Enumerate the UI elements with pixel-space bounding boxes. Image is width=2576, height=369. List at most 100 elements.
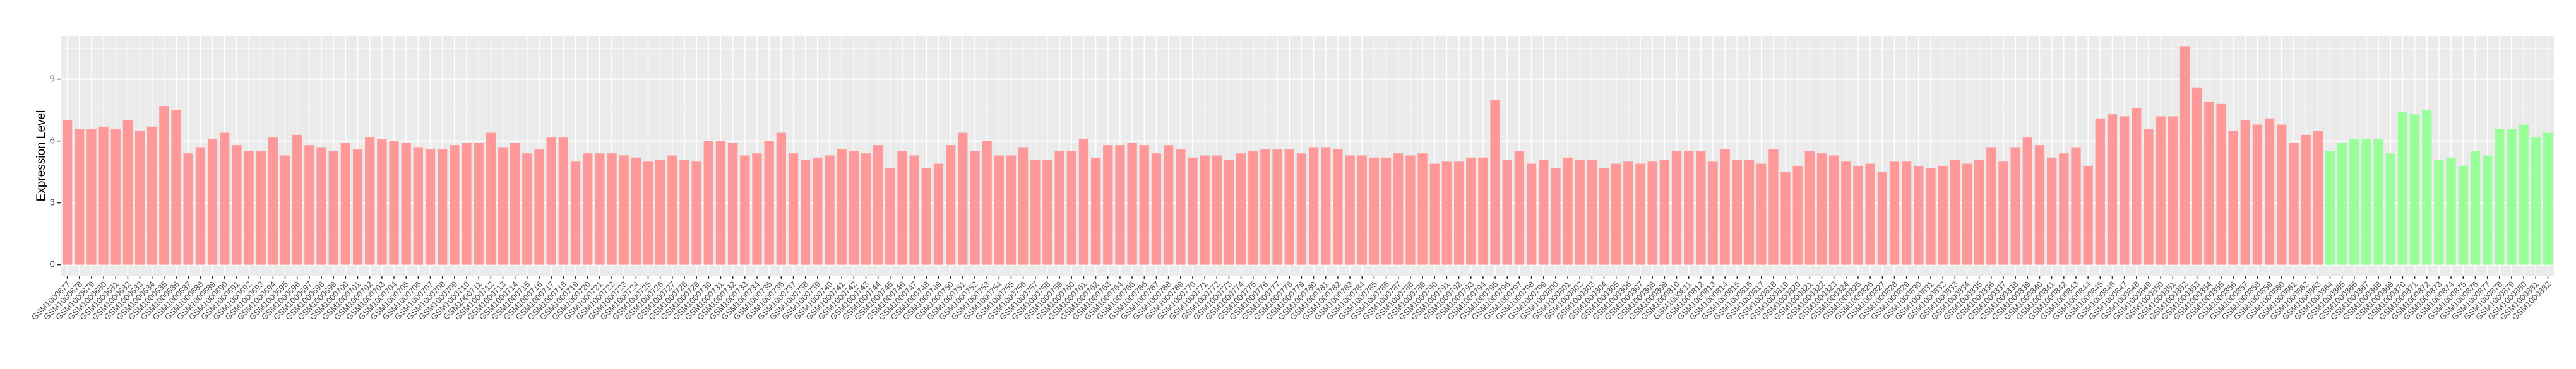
- bar: [1902, 161, 1912, 265]
- bar: [1200, 155, 1210, 265]
- bar: [2034, 145, 2045, 265]
- bar: [1333, 149, 1343, 265]
- bar: [2252, 124, 2263, 265]
- bar: [740, 155, 750, 265]
- bar: [2119, 116, 2130, 265]
- bar: [1453, 161, 1464, 265]
- bar: [1635, 163, 1645, 265]
- bar: [2022, 137, 2032, 265]
- bar: [2361, 139, 2371, 265]
- bar: [667, 155, 677, 265]
- bar: [1659, 160, 1670, 265]
- bar: [86, 129, 97, 265]
- bar: [655, 160, 665, 265]
- bar: [1938, 165, 1948, 265]
- bar: [1030, 160, 1041, 265]
- bar: [933, 163, 944, 265]
- bar: [1260, 149, 1270, 265]
- bar: [268, 137, 278, 265]
- bar: [438, 149, 448, 265]
- bar: [207, 139, 218, 265]
- bar: [1090, 157, 1101, 265]
- bar: [837, 149, 847, 265]
- bar: [2095, 118, 2105, 265]
- bar: [183, 153, 193, 265]
- bar: [994, 155, 1004, 265]
- bar: [1623, 161, 1633, 265]
- bar: [534, 149, 544, 265]
- bar: [1417, 153, 1428, 265]
- bar: [1986, 147, 1996, 265]
- bar: [1054, 151, 1064, 265]
- bar: [474, 143, 484, 265]
- bar: [401, 143, 411, 265]
- bar: [570, 161, 581, 265]
- bar: [1163, 145, 1174, 265]
- bar: [825, 155, 835, 265]
- bar: [244, 151, 254, 265]
- bar: [1575, 160, 1585, 265]
- bar: [982, 141, 992, 265]
- bar: [1551, 168, 1561, 265]
- bar: [1514, 151, 1525, 265]
- bar: [1563, 157, 1573, 265]
- bar: [1780, 172, 1791, 265]
- bar: [2083, 165, 2093, 265]
- bar: [909, 155, 919, 265]
- bar: [679, 160, 689, 265]
- bar: [328, 151, 338, 265]
- bar: [1127, 143, 1137, 265]
- bar: [1647, 161, 1657, 265]
- bar: [800, 160, 811, 265]
- bar: [1841, 161, 1851, 265]
- bar: [1611, 163, 1621, 265]
- bar: [2010, 147, 2020, 265]
- bar: [62, 120, 73, 265]
- bar: [2422, 110, 2432, 265]
- bar: [220, 132, 230, 265]
- bar: [2349, 139, 2359, 265]
- bar: [450, 145, 460, 265]
- bar: [1369, 157, 1380, 265]
- bar: [159, 106, 169, 265]
- bar: [280, 155, 290, 265]
- bar: [2301, 134, 2311, 265]
- bar: [2168, 116, 2178, 265]
- bar: [2458, 165, 2468, 265]
- bar: [1441, 161, 1452, 265]
- bar: [691, 161, 701, 265]
- bar: [595, 153, 605, 265]
- bar: [1720, 149, 1730, 265]
- bar: [715, 141, 726, 265]
- bar: [1587, 160, 1597, 265]
- bar: [75, 129, 85, 265]
- bar: [1272, 149, 1282, 265]
- bar: [2543, 132, 2553, 265]
- bar: [1926, 168, 1936, 265]
- bar: [752, 153, 762, 265]
- bar: [1708, 161, 1718, 265]
- bar: [873, 145, 883, 265]
- bar: [2191, 87, 2202, 265]
- bar: [788, 153, 799, 265]
- bar: [1151, 153, 1162, 265]
- bar: [1526, 163, 1537, 265]
- bar: [2409, 114, 2420, 265]
- bar: [389, 141, 399, 265]
- bar: [292, 134, 302, 265]
- y-tick-label: 9: [50, 74, 55, 85]
- bar: [2204, 102, 2214, 265]
- bar: [1321, 147, 1331, 265]
- bar: [1345, 155, 1355, 265]
- bar: [1466, 157, 1476, 265]
- y-tick-label: 0: [50, 259, 55, 270]
- bar: [643, 161, 653, 265]
- y-tick-label: 3: [50, 197, 55, 208]
- bar: [2132, 108, 2142, 265]
- bar: [921, 168, 931, 265]
- bar: [1176, 149, 1186, 265]
- bar: [2373, 139, 2383, 265]
- bar: [2482, 155, 2493, 265]
- bar: [1732, 160, 1743, 265]
